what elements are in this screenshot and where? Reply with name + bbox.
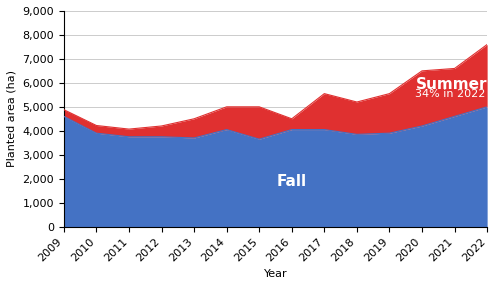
Text: Fall: Fall — [276, 174, 307, 188]
Text: 34% in 2022: 34% in 2022 — [416, 89, 486, 99]
X-axis label: Year: Year — [264, 269, 287, 279]
Y-axis label: Planted area (ha): Planted area (ha) — [7, 70, 17, 167]
Text: Summer: Summer — [416, 77, 487, 92]
